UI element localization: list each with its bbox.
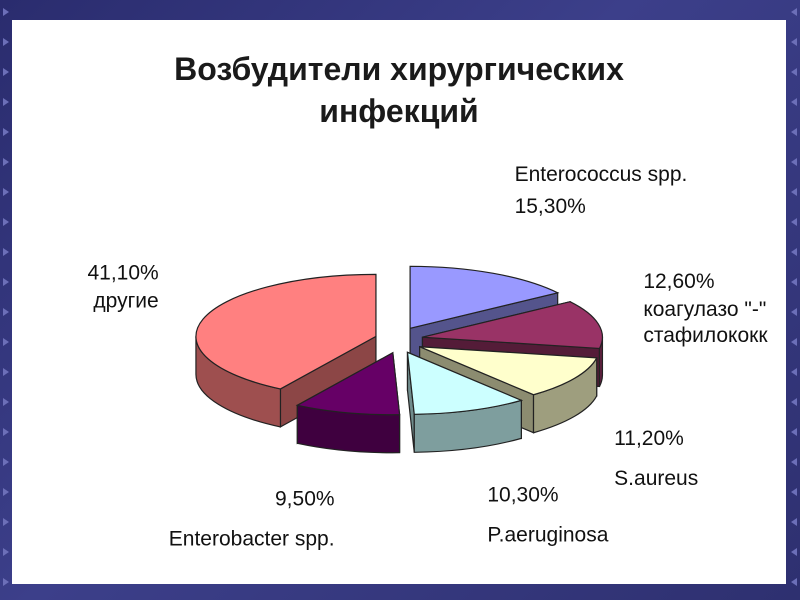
decor-arrow xyxy=(791,428,797,436)
decor-arrow xyxy=(791,518,797,526)
decor-arrow xyxy=(3,548,9,556)
decor-arrow xyxy=(791,68,797,76)
decor-arrow xyxy=(3,488,9,496)
pie-slice xyxy=(195,273,377,428)
decor-arrow xyxy=(791,488,797,496)
decor-arrow xyxy=(3,518,9,526)
pie-chart-3d: 15,30% Enterococcus spp. 12,60% коагулазо "… xyxy=(87,163,768,551)
decor-arrow xyxy=(3,458,9,466)
slice-name-label: S.aureus xyxy=(614,467,698,490)
decor-arrow xyxy=(791,38,797,46)
decor-arrow xyxy=(3,338,9,346)
slice-name-label: стафилококк xyxy=(643,324,768,347)
chart-title-line-1: Возбудители хирургических xyxy=(174,51,624,87)
decor-arrow xyxy=(3,578,9,586)
decor-arrow xyxy=(791,548,797,556)
decor-arrow xyxy=(3,218,9,226)
slice-name-label: P.aeruginosa xyxy=(487,523,608,546)
decor-arrow xyxy=(791,188,797,196)
decor-arrow xyxy=(791,338,797,346)
slice-name-label: коагулазо "-" xyxy=(643,298,766,321)
slice-top xyxy=(295,351,401,416)
chart-title: Возбудители хирургических инфекций xyxy=(12,48,786,132)
chart-title-line-2: инфекций xyxy=(319,93,479,129)
decor-arrow xyxy=(3,428,9,436)
decor-arrow xyxy=(791,578,797,586)
slice-top xyxy=(419,346,598,396)
decor-arrow xyxy=(791,128,797,136)
slice-top xyxy=(406,351,524,415)
slice-value-label: 41,10% xyxy=(87,262,158,285)
slice-value-label: 15,30% xyxy=(515,195,586,218)
slide: Возбудители хирургических инфекций 15,30… xyxy=(12,20,786,584)
pie-slices xyxy=(195,265,604,454)
decor-arrow xyxy=(791,308,797,316)
slice-top xyxy=(422,301,604,350)
decor-arrow xyxy=(3,278,9,286)
decor-arrow xyxy=(3,128,9,136)
decor-arrow xyxy=(791,158,797,166)
decor-arrow xyxy=(3,8,9,16)
decor-arrow xyxy=(791,218,797,226)
slice-name-label: Enterococcus spp. xyxy=(515,163,688,186)
decor-arrow xyxy=(791,278,797,286)
slice-value-label: 11,20% xyxy=(614,427,684,450)
decor-arrow xyxy=(3,68,9,76)
pie-slice xyxy=(406,351,524,453)
slice-top xyxy=(409,265,560,330)
pie-slice xyxy=(295,351,401,454)
decor-arrow xyxy=(791,368,797,376)
decor-arrow xyxy=(791,398,797,406)
decor-arrow xyxy=(3,248,9,256)
decor-arrow xyxy=(791,248,797,256)
decor-arrow xyxy=(3,398,9,406)
slice-value-label: 12,60% xyxy=(643,270,714,293)
decor-arrow xyxy=(791,98,797,106)
data-labels: 15,30% Enterococcus spp. 12,60% коагулазо "… xyxy=(87,163,768,551)
decor-arrow xyxy=(3,368,9,376)
decor-arrow xyxy=(3,158,9,166)
slice-value-label: 9,50% xyxy=(275,488,335,511)
decor-arrow xyxy=(791,8,797,16)
decor-arrow xyxy=(791,458,797,466)
slice-top xyxy=(195,273,377,390)
slice-name-label: Enterobacter spp. xyxy=(169,528,335,551)
decor-arrow xyxy=(3,308,9,316)
decor-arrow xyxy=(3,98,9,106)
slice-value-label: 10,30% xyxy=(487,483,558,506)
slice-name-label: другие xyxy=(93,290,158,313)
decor-arrow xyxy=(3,38,9,46)
decor-arrow xyxy=(3,188,9,196)
